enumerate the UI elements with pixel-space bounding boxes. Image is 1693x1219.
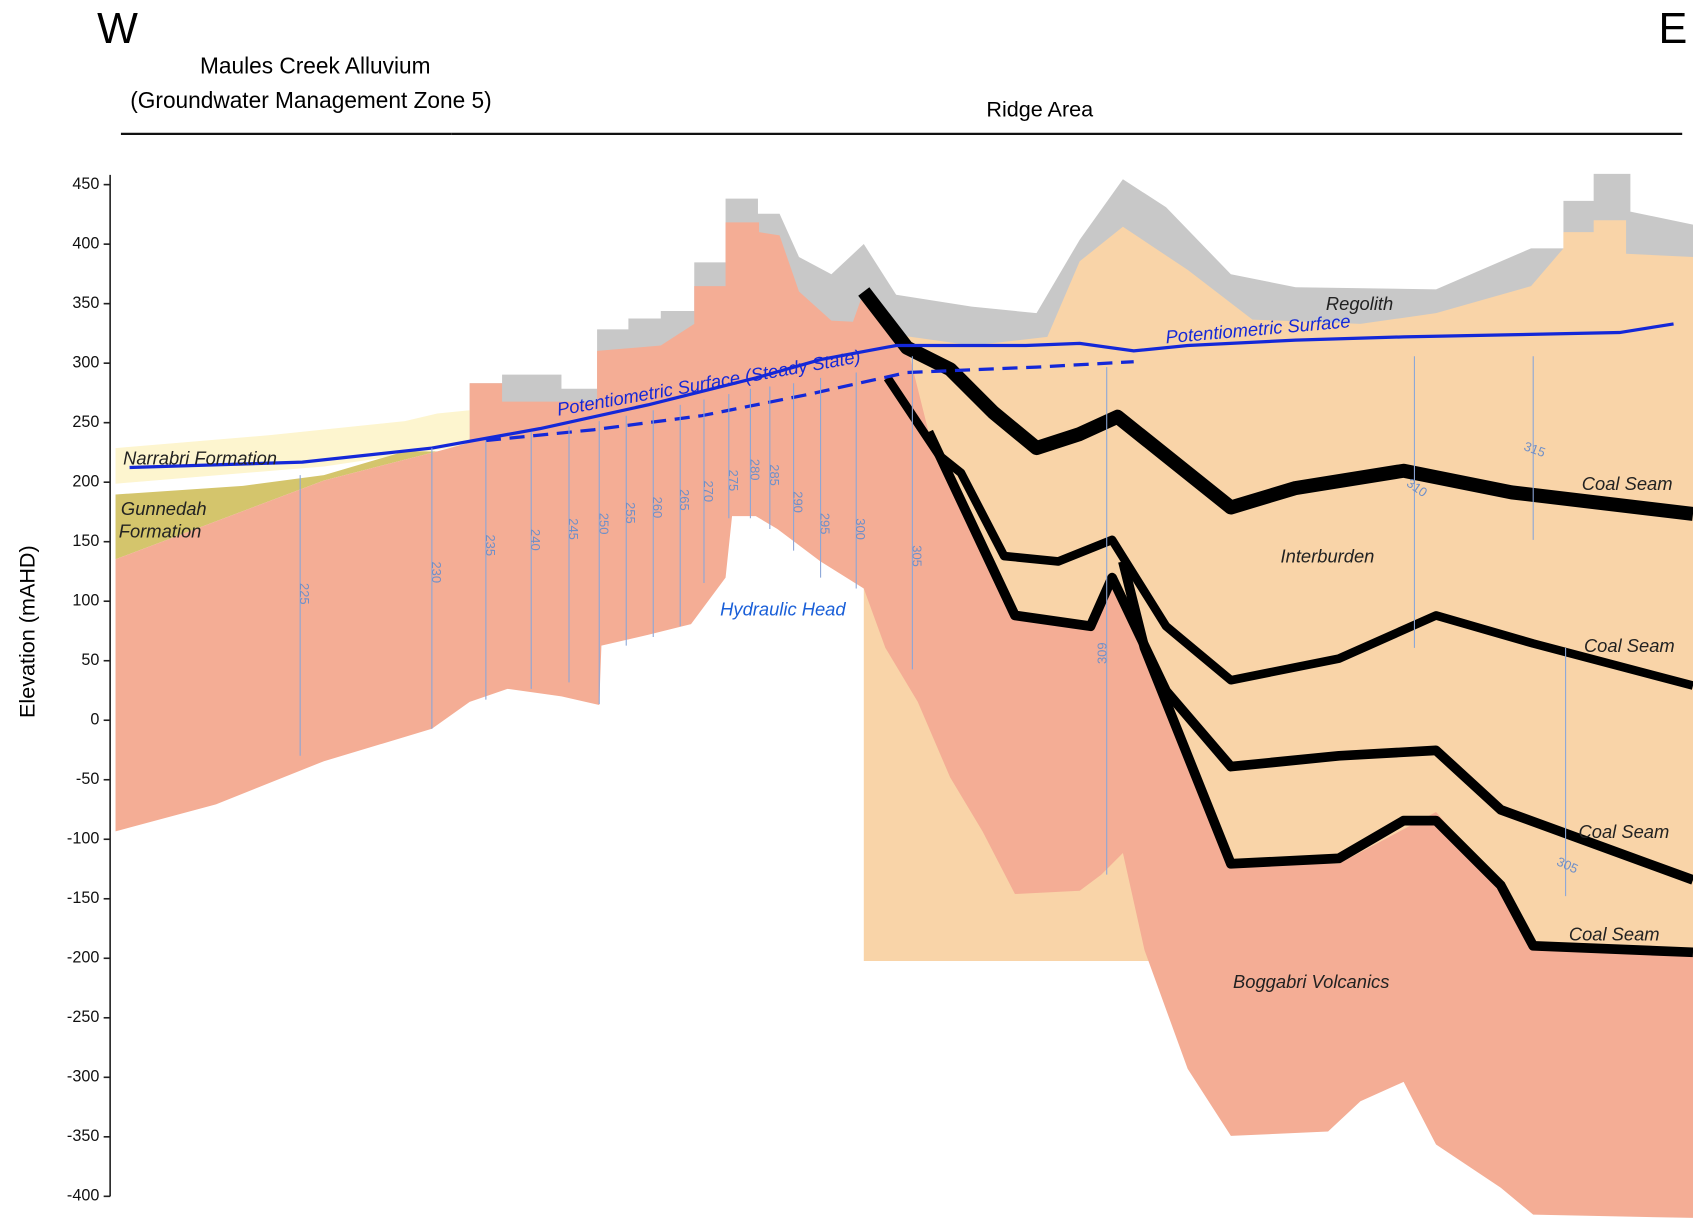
contour-label: 309 [1095, 642, 1110, 664]
y-tick-label: 300 [72, 353, 99, 371]
volcanics-label: Boggabri Volcanics [1233, 971, 1389, 992]
y-tick-label: 50 [81, 651, 99, 669]
coal-seam-label: Coal Seam [1579, 821, 1670, 842]
coal-seam-label: Coal Seam [1569, 923, 1660, 944]
alluvium-title: Maules Creek Alluvium [200, 52, 430, 78]
contour-label: 265 [677, 489, 692, 511]
coal-seam-label: Coal Seam [1584, 635, 1675, 656]
y-tick-label: 0 [90, 711, 99, 729]
east: E [1658, 5, 1687, 53]
narrabri-label: Narrabri Formation [123, 447, 277, 468]
contour-label: 245 [566, 518, 581, 540]
y-tick-label: -250 [67, 1008, 99, 1026]
contour-label: 285 [767, 464, 782, 486]
hydraulic-head-label: Hydraulic Head [720, 598, 846, 619]
y-tick-label: 350 [72, 294, 99, 312]
alluvium-subtitle: (Groundwater Management Zone 5) [130, 87, 491, 113]
west: W [97, 5, 138, 53]
contour-label: 230 [429, 561, 444, 583]
y-tick-label: 200 [72, 472, 99, 490]
gunnedah-label: Formation [119, 521, 202, 542]
contour-label: 225 [297, 583, 312, 605]
coal-seam-label: Coal Seam [1582, 473, 1673, 494]
y-tick-label: 250 [72, 413, 99, 431]
y-tick-label: -150 [67, 889, 99, 907]
y-tick-label: -50 [76, 770, 99, 788]
y-tick-label: -100 [67, 830, 99, 848]
contour-label: 280 [747, 459, 762, 481]
ridge-area: Ridge Area [986, 97, 1093, 122]
y-tick-label: -350 [67, 1127, 99, 1145]
contour-label: 275 [726, 470, 741, 492]
y-tick-label: -200 [67, 949, 99, 967]
contour-label: 290 [791, 491, 806, 513]
y-tick-label: 400 [72, 234, 99, 252]
contour-label: 240 [528, 529, 543, 551]
y-tick-label: 150 [72, 532, 99, 550]
y-tick-label: 100 [72, 591, 99, 609]
contour-label: 305 [909, 545, 924, 567]
contour-label: 270 [701, 480, 716, 502]
contour-label: 250 [596, 513, 611, 535]
contour-label: 300 [853, 518, 868, 540]
contour-label: 260 [650, 497, 665, 519]
contour-label: 295 [818, 513, 833, 535]
axis-label: Elevation (mAHD) [15, 545, 40, 718]
contour-label: 235 [483, 534, 498, 556]
y-tick-label: -300 [67, 1068, 99, 1086]
y-tick-label: -400 [67, 1187, 99, 1205]
interburden-label: Interburden [1281, 546, 1375, 567]
contour-label: 255 [623, 502, 638, 524]
gunnedah-label: Gunnedah [121, 498, 207, 519]
y-tick-label: 450 [72, 175, 99, 193]
cross-section: W E Maules Creek Alluvium (Groundwater M… [0, 0, 1693, 1219]
